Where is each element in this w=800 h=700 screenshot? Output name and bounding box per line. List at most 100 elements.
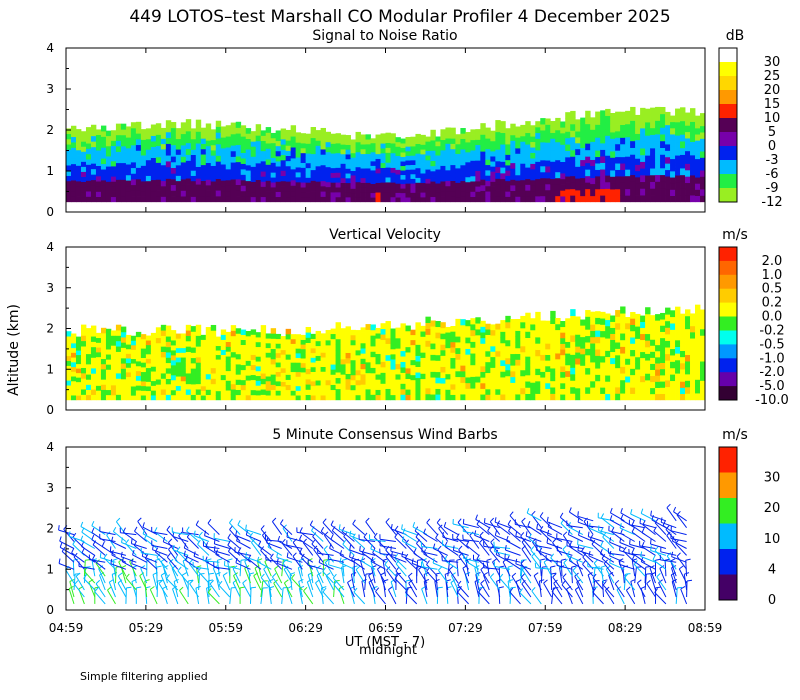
- heatmap-cell: [660, 174, 666, 182]
- heatmap-cell: [430, 343, 436, 350]
- heatmap-cell: [415, 338, 421, 345]
- heatmap-cell: [620, 137, 626, 145]
- wind-barb-flag: [509, 511, 514, 516]
- wind-barb-flag: [307, 559, 309, 566]
- heatmap-cell: [215, 345, 222, 351]
- heatmap-cell: [280, 349, 287, 355]
- heatmap-cell: [610, 125, 616, 133]
- heatmap-cell: [135, 144, 142, 151]
- wind-barb-flag: [411, 558, 414, 564]
- heatmap-cell: [580, 382, 586, 389]
- wind-barb-flag: [526, 508, 530, 514]
- heatmap-cell: [620, 326, 626, 334]
- heatmap-cell: [260, 130, 267, 136]
- wind-barb: [507, 524, 521, 535]
- heatmap-cell: [330, 192, 336, 198]
- heatmap-cell: [115, 157, 122, 164]
- page-title: 449 LOTOS–test Marshall CO Modular Profi…: [129, 7, 670, 27]
- heatmap-cell: [125, 367, 132, 373]
- heatmap-cell: [335, 355, 341, 362]
- wind-barb-flag: [551, 587, 556, 592]
- wind-barb: [189, 583, 200, 598]
- heatmap-cell: [300, 385, 307, 391]
- wind-barb-flag: [525, 531, 528, 537]
- heatmap-cell: [580, 123, 586, 131]
- heatmap-cell: [215, 386, 222, 392]
- heatmap-cell: [535, 330, 541, 338]
- wind-barb-flag: [116, 517, 121, 523]
- heatmap-cell: [390, 147, 396, 154]
- heatmap-cell: [105, 359, 112, 365]
- heatmap-cell: [66, 390, 72, 396]
- wind-barb: [540, 567, 543, 584]
- heatmap-cell: [345, 139, 351, 145]
- heatmap-cell: [240, 349, 247, 356]
- heatmap-cell: [540, 343, 546, 350]
- wind-barb-flag: [521, 579, 526, 585]
- heatmap-cell: [275, 191, 282, 198]
- heatmap-cell: [330, 138, 336, 144]
- heatmap-cell: [240, 125, 247, 132]
- wind-barb: [536, 549, 552, 556]
- wind-barb: [521, 569, 532, 584]
- wind-barb: [260, 528, 272, 542]
- heatmap-cell: [275, 371, 282, 377]
- heatmap-cell: [135, 138, 142, 146]
- heatmap-cell: [265, 342, 272, 349]
- wind-barb-flag: [609, 507, 613, 513]
- heatmap-cell: [490, 176, 496, 182]
- wind-barb-flag: [299, 548, 303, 554]
- heatmap-cell: [340, 374, 346, 380]
- heatmap-cell: [115, 394, 122, 401]
- heatmap-cell: [530, 382, 536, 389]
- heatmap-cell: [620, 195, 626, 203]
- heatmap-cell: [440, 186, 446, 192]
- heatmap-cell: [635, 381, 641, 388]
- heatmap-cell: [430, 129, 436, 136]
- wind-barb: [245, 529, 262, 536]
- heatmap-cell: [385, 332, 391, 339]
- heatmap-cell: [115, 129, 122, 136]
- colorbar-swatch: [719, 316, 737, 331]
- heatmap-cell: [200, 348, 207, 354]
- heatmap-cell: [495, 178, 501, 185]
- heatmap-cell: [600, 188, 606, 196]
- heatmap-cell: [365, 139, 371, 145]
- heatmap-cell: [355, 176, 361, 183]
- heatmap-cell: [85, 127, 92, 133]
- heatmap-cell: [190, 170, 197, 176]
- heatmap-cell: [610, 363, 616, 371]
- heatmap-cell: [405, 389, 411, 395]
- wind-barb: [533, 575, 542, 591]
- colorbar-label: 20: [764, 83, 781, 98]
- wind-barb: [640, 555, 656, 563]
- heatmap-cell: [185, 389, 192, 395]
- heatmap-cell: [685, 195, 691, 203]
- heatmap-cell: [430, 176, 436, 182]
- heatmap-cell: [170, 161, 177, 168]
- heatmap-cell: [235, 127, 242, 134]
- heatmap-cell: [475, 139, 481, 146]
- heatmap-cell: [80, 378, 87, 385]
- wind-barb: [402, 540, 417, 549]
- heatmap-cell: [510, 123, 516, 130]
- heatmap-cell: [700, 170, 706, 177]
- heatmap-cell: [470, 196, 476, 203]
- heatmap-cell: [255, 174, 262, 180]
- heatmap-cell: [240, 379, 247, 386]
- heatmap-cell: [225, 341, 232, 347]
- heatmap-cell: [525, 155, 531, 162]
- wind-barb: [624, 577, 636, 591]
- colorbar-label: 0.0: [762, 310, 783, 325]
- heatmap-cell: [460, 394, 466, 401]
- heatmap-cell: [660, 120, 666, 128]
- heatmap-cell: [590, 195, 596, 203]
- heatmap-cell: [210, 186, 217, 192]
- heatmap-cell: [510, 162, 516, 169]
- heatmap-cell: [90, 141, 97, 148]
- wind-barb-flag: [303, 586, 308, 592]
- wind-barb-flag: [197, 539, 201, 545]
- heatmap-cell: [300, 367, 307, 373]
- heatmap-cell: [290, 362, 297, 368]
- wind-barb-flag: [318, 557, 321, 563]
